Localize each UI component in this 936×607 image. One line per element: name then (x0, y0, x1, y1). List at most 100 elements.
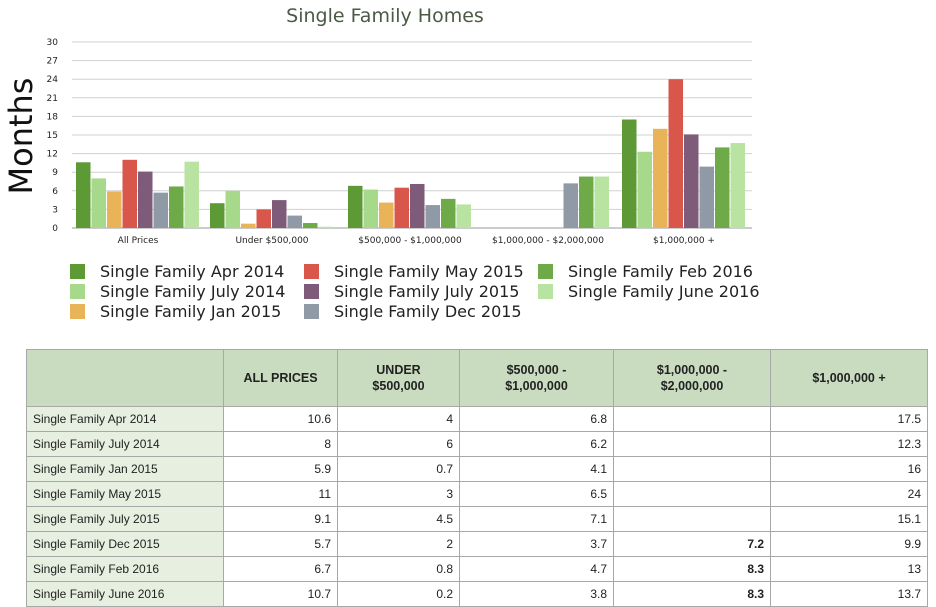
y-tick-label: 18 (47, 112, 59, 122)
table-header: $1,000,000 - $2,000,000 (613, 349, 771, 407)
bar (272, 200, 287, 228)
table-cell: 6.5 (459, 481, 614, 507)
bar (594, 176, 609, 228)
bar (138, 171, 153, 228)
table-corner-cell (26, 349, 224, 407)
x-tick-label: Under $500,000 (235, 236, 308, 246)
table-cell: 4 (337, 406, 460, 432)
y-tick-label: 3 (52, 205, 58, 215)
table-cell: 4.5 (337, 506, 460, 532)
y-tick-label: 0 (52, 224, 58, 234)
bar (225, 190, 240, 228)
table-cell (613, 481, 771, 507)
bar (107, 191, 122, 228)
table-header: $1,000,000 + (770, 349, 928, 407)
bar (410, 183, 425, 228)
table-cell: 16 (770, 456, 928, 482)
table-cell: 17.5 (770, 406, 928, 432)
table-cell: 0.8 (337, 556, 460, 582)
table-cell: 4.1 (459, 456, 614, 482)
x-tick-label: $1,000,000 - $2,000,000 (492, 236, 604, 246)
table-cell: 10.7 (223, 581, 338, 607)
bar (363, 189, 378, 228)
bar (684, 134, 699, 228)
y-tick-label: 6 (52, 187, 58, 197)
table-cell: 6.2 (459, 431, 614, 457)
bar (379, 202, 394, 228)
table-cell: 10.6 (223, 406, 338, 432)
table-cell: 2 (337, 531, 460, 557)
table-cell: 15.1 (770, 506, 928, 532)
table-cell: 8.3 (613, 556, 771, 582)
table-row: Single Family June 2016 10.7 0.2 3.8 8.3 13.7 (26, 581, 928, 607)
y-tick-label: 12 (47, 150, 58, 160)
legend-label: Single Family May 2015 (334, 262, 524, 281)
y-tick-label: 24 (47, 75, 59, 85)
table-row: Single Family Feb 2016 6.7 0.8 4.7 8.3 13 (26, 556, 928, 582)
x-tick-label: $500,000 - $1,000,000 (358, 236, 462, 246)
row-label: Single Family Apr 2014 (26, 406, 224, 432)
bar (579, 176, 594, 228)
table-cell: 0.7 (337, 456, 460, 482)
bar (563, 183, 578, 228)
row-label: Single Family July 2015 (26, 506, 224, 532)
legend-swatch (538, 284, 553, 299)
table-cell: 9.1 (223, 506, 338, 532)
table-cell: 6.7 (223, 556, 338, 582)
legend-label: Single Family July 2015 (334, 282, 519, 301)
legend-label: Single Family Apr 2014 (100, 262, 284, 281)
bar (318, 226, 333, 228)
table-cell (613, 456, 771, 482)
row-label: Single Family June 2016 (26, 581, 224, 607)
y-tick-label: 30 (47, 38, 59, 48)
table-cell: 13 (770, 556, 928, 582)
table-cell: 12.3 (770, 431, 928, 457)
table-cell: 4.7 (459, 556, 614, 582)
row-label: Single Family May 2015 (26, 481, 224, 507)
row-label: Single Family Feb 2016 (26, 556, 224, 582)
table-cell (613, 406, 771, 432)
bar (441, 198, 456, 228)
table-cell: 8.3 (613, 581, 771, 607)
table-cell: 11 (223, 481, 338, 507)
gridlines: 0 3 6 9 12 15 18 21 24 27 30 (47, 38, 752, 234)
bar (394, 187, 409, 228)
bar (456, 204, 471, 228)
table-header-row: ALL PRICES UNDER $500,000 $500,000 - $1,00… (26, 349, 928, 407)
legend-label: Single Family Dec 2015 (334, 302, 522, 321)
bar-chart: Single Family Homes Months 0 3 6 9 12 15 18 21 2… (2, 5, 760, 321)
bar (184, 161, 199, 228)
table-cell: 3 (337, 481, 460, 507)
table-header: $500,000 - $1,000,000 (459, 349, 614, 407)
y-tick-label: 9 (52, 168, 58, 178)
bar (348, 185, 363, 228)
data-table: ALL PRICES UNDER $500,000 $500,000 - $1,00… (26, 349, 928, 607)
table-cell: 6 (337, 431, 460, 457)
y-tick-label: 27 (47, 57, 58, 67)
bar (303, 223, 318, 228)
table-cell: 3.7 (459, 531, 614, 557)
row-label: Single Family July 2014 (26, 431, 224, 457)
y-tick-label: 15 (47, 131, 58, 141)
legend-label: Single Family July 2014 (100, 282, 285, 301)
legend-swatch (538, 264, 553, 279)
legend-swatch (304, 304, 319, 319)
bar (241, 223, 256, 228)
bar (256, 209, 271, 228)
table-cell: 8 (223, 431, 338, 457)
bar (637, 151, 652, 228)
bar (169, 186, 184, 228)
bar (76, 162, 91, 228)
legend-label: Single Family June 2016 (568, 282, 760, 301)
table-row: Single Family Jan 2015 5.9 0.7 4.1 16 (26, 456, 928, 482)
bar (122, 159, 137, 228)
table-row: Single Family Apr 2014 10.6 4 6.8 17.5 (26, 406, 928, 432)
table-row: Single Family May 2015 11 3 6.5 24 (26, 481, 928, 507)
legend-swatch (70, 284, 85, 299)
legend-swatch (70, 304, 85, 319)
legend-swatch (70, 264, 85, 279)
table-header: ALL PRICES (223, 349, 338, 407)
bar (715, 147, 730, 228)
table-cell: 5.7 (223, 531, 338, 557)
